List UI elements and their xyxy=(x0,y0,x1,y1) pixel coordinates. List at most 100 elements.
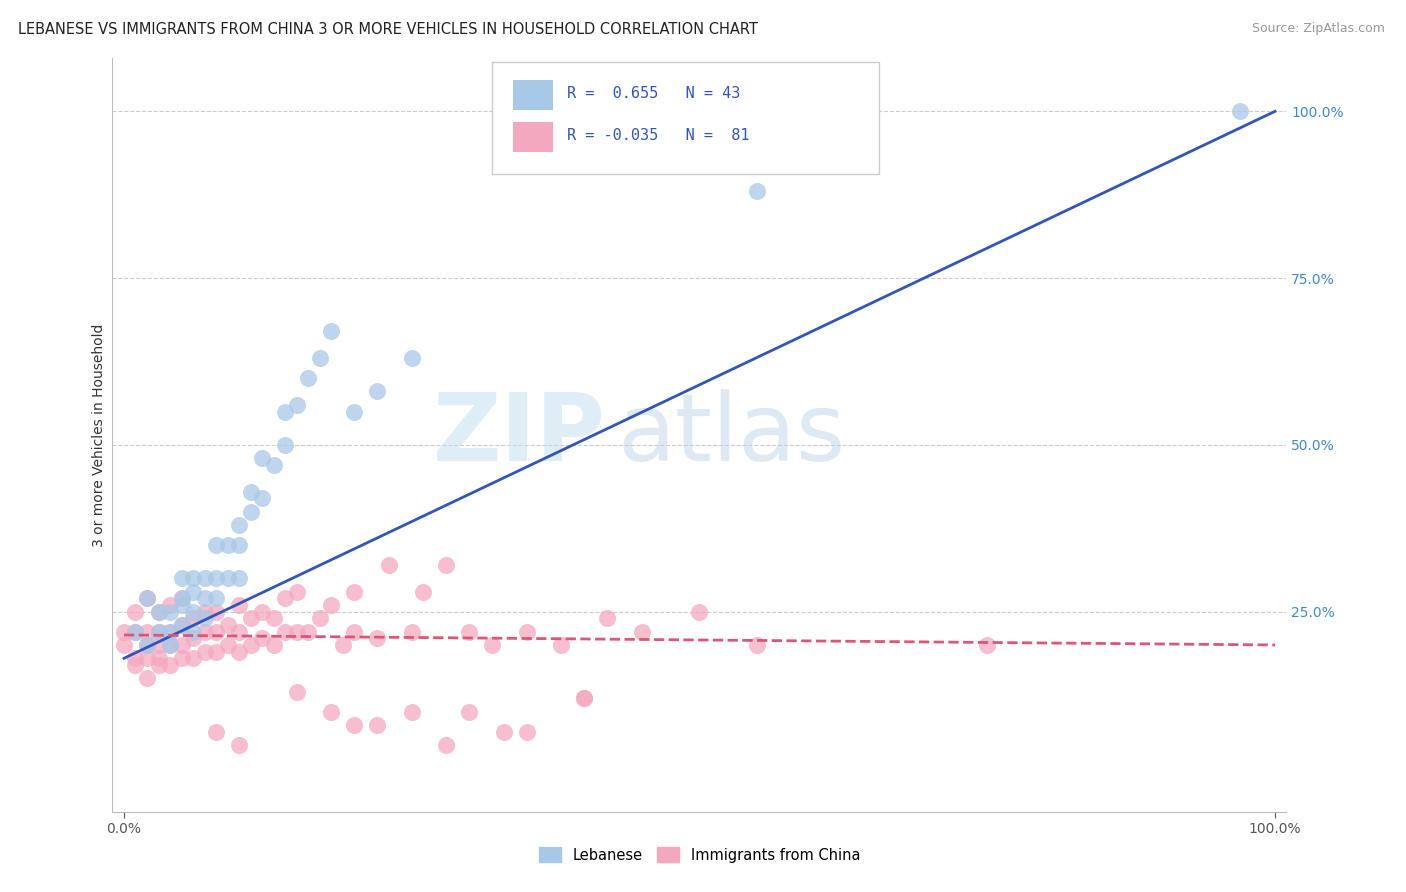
Point xyxy=(401,624,423,639)
Point xyxy=(193,624,215,639)
Point xyxy=(239,484,262,499)
Point xyxy=(745,185,768,199)
Point xyxy=(366,632,388,646)
Point xyxy=(136,671,159,685)
Point xyxy=(366,718,388,732)
Point xyxy=(596,611,619,625)
Point xyxy=(217,571,239,585)
Point xyxy=(205,538,228,552)
Point xyxy=(274,404,297,418)
Point xyxy=(343,624,366,639)
Text: ZIP: ZIP xyxy=(433,389,606,481)
Text: R =  0.655   N = 43: R = 0.655 N = 43 xyxy=(567,87,740,101)
Point xyxy=(136,651,159,665)
Point xyxy=(401,705,423,719)
Point xyxy=(170,591,193,606)
Point xyxy=(181,651,204,665)
Point xyxy=(136,638,159,652)
Point xyxy=(343,718,366,732)
Point xyxy=(574,691,596,706)
Point xyxy=(205,605,228,619)
Point xyxy=(228,645,250,659)
Point xyxy=(631,624,654,639)
Point xyxy=(332,638,354,652)
Text: Source: ZipAtlas.com: Source: ZipAtlas.com xyxy=(1251,22,1385,36)
Point xyxy=(159,605,181,619)
Point xyxy=(308,351,330,366)
Point xyxy=(574,691,596,706)
Point xyxy=(136,638,159,652)
Point xyxy=(136,591,159,606)
Point xyxy=(170,618,193,632)
Point xyxy=(239,611,262,625)
Point xyxy=(112,624,135,639)
Point xyxy=(193,605,215,619)
Point xyxy=(148,605,170,619)
Point xyxy=(458,624,481,639)
Point xyxy=(193,591,215,606)
Point xyxy=(124,651,146,665)
Point xyxy=(377,558,399,572)
Point xyxy=(159,598,181,612)
Point xyxy=(148,624,170,639)
Point xyxy=(205,724,228,739)
Point xyxy=(745,638,768,652)
Point xyxy=(434,738,457,752)
Point xyxy=(321,598,343,612)
Point xyxy=(308,611,330,625)
Point xyxy=(205,591,228,606)
Point xyxy=(228,538,250,552)
Text: LEBANESE VS IMMIGRANTS FROM CHINA 3 OR MORE VEHICLES IN HOUSEHOLD CORRELATION CH: LEBANESE VS IMMIGRANTS FROM CHINA 3 OR M… xyxy=(18,22,758,37)
Point xyxy=(250,632,273,646)
Point xyxy=(181,632,204,646)
Point xyxy=(217,538,239,552)
Point xyxy=(343,404,366,418)
Point xyxy=(205,624,228,639)
Point xyxy=(297,624,319,639)
Point xyxy=(148,605,170,619)
Point xyxy=(181,605,204,619)
Point xyxy=(458,705,481,719)
Point xyxy=(550,638,572,652)
Point xyxy=(321,325,343,339)
Point xyxy=(285,624,308,639)
Point xyxy=(412,584,434,599)
Point xyxy=(124,657,146,672)
Point xyxy=(401,351,423,366)
Point xyxy=(228,738,250,752)
Point xyxy=(366,384,388,399)
Point xyxy=(159,624,181,639)
Point xyxy=(193,611,215,625)
Point xyxy=(159,657,181,672)
Point xyxy=(228,517,250,532)
Point xyxy=(205,571,228,585)
Point xyxy=(250,451,273,466)
Point xyxy=(170,651,193,665)
Point xyxy=(170,571,193,585)
Point xyxy=(159,638,181,652)
Point xyxy=(492,724,515,739)
Point xyxy=(688,605,710,619)
Point xyxy=(285,398,308,412)
Point xyxy=(148,651,170,665)
Point xyxy=(1229,104,1251,119)
Point xyxy=(217,638,239,652)
Point xyxy=(274,438,297,452)
Point xyxy=(228,624,250,639)
Legend: Lebanese, Immigrants from China: Lebanese, Immigrants from China xyxy=(533,841,866,869)
Point xyxy=(136,624,159,639)
Point xyxy=(136,591,159,606)
Point xyxy=(516,624,538,639)
Point xyxy=(193,571,215,585)
Point xyxy=(124,624,146,639)
Point xyxy=(274,624,297,639)
Point xyxy=(124,624,146,639)
Point xyxy=(193,645,215,659)
Point xyxy=(170,618,193,632)
Point xyxy=(297,371,319,385)
Point xyxy=(148,624,170,639)
Point xyxy=(170,598,193,612)
Point xyxy=(159,638,181,652)
Point xyxy=(181,611,204,625)
Point xyxy=(976,638,998,652)
